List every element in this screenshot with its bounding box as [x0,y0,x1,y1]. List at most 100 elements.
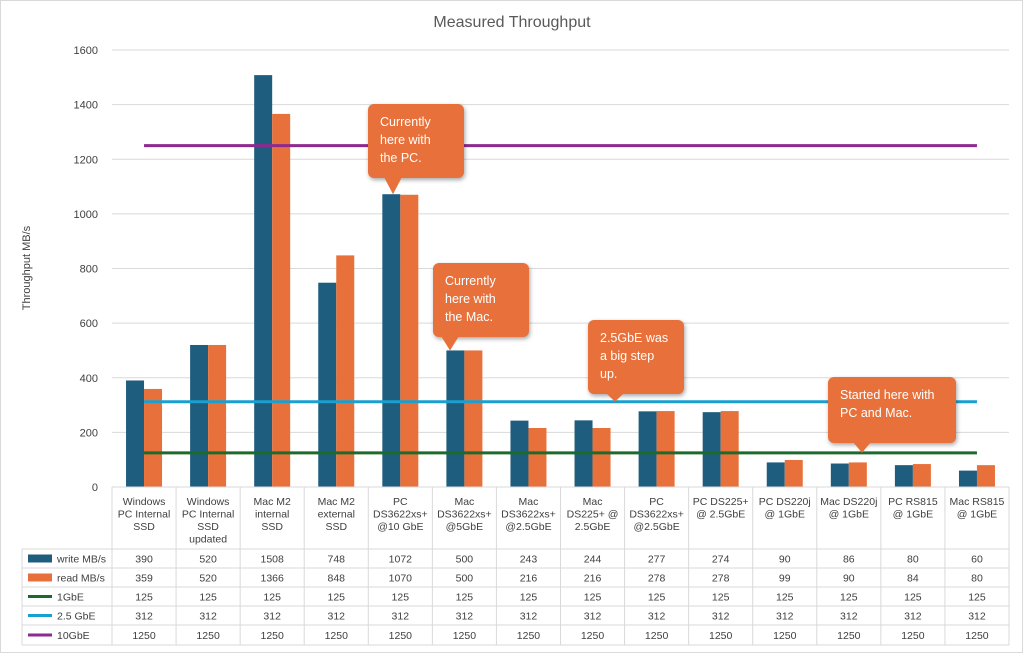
table-value: 312 [520,611,538,623]
bar-write-mb-s [766,462,785,487]
y-tick-label: 800 [80,264,98,276]
callout: Currently here with the Mac. [433,263,529,351]
table-value: 312 [135,611,153,623]
bar-read-mb-s [208,344,227,487]
category-label: @5GbE [446,521,484,533]
bar-write-mb-s [382,194,401,487]
callout-text: Started here with [840,388,935,402]
callout-box [828,377,956,443]
category-label: @ 1GbE [893,509,933,521]
callout: Started here with PC and Mac. [828,377,956,453]
table-value: 312 [776,611,794,623]
callout-text: here with [380,133,431,147]
category-label: PC [649,496,664,508]
category-label: external [318,509,355,521]
table-value: 274 [712,554,730,566]
bar-read-mb-s [144,388,163,487]
table-value: 312 [968,611,986,623]
table-value: 125 [456,592,474,604]
callout-text: here with [445,292,496,306]
bar-read-mb-s [976,465,995,487]
bar-read-mb-s [656,411,675,487]
category-label: @2.5GbE [505,521,551,533]
table-value: 125 [840,592,858,604]
table-value: 1250 [389,630,413,642]
table-value: 125 [392,592,410,604]
category-label: @ 1GbE [829,509,869,521]
category-label: @ 1GbE [765,509,805,521]
table-value: 1250 [965,630,989,642]
bar-write-mb-s [702,412,721,487]
table-value: 312 [712,611,730,623]
bar-write-mb-s [126,380,145,487]
table-value: 312 [456,611,474,623]
bar-read-mb-s [400,194,419,487]
table-value: 125 [199,592,217,604]
table-value: 1070 [389,573,413,585]
callout-text: the Mac. [445,310,493,324]
bar-read-mb-s [784,459,803,487]
table-value: 1250 [196,630,220,642]
category-label: Mac DS220j [820,496,877,508]
table-value: 277 [648,554,666,566]
table-value: 312 [392,611,410,623]
bar-write-mb-s [190,344,209,487]
table-value: 1250 [645,630,669,642]
callout-pointer [853,442,871,453]
table-value: 125 [904,592,922,604]
table-value: 125 [712,592,730,604]
category-label: DS225+ @ [567,509,619,521]
y-tick-label: 1200 [74,154,98,166]
table-value: 86 [843,554,855,566]
bar-read-mb-s [592,428,611,487]
category-label: updated [189,534,227,546]
table-value: 60 [971,554,983,566]
category-label: SSD [133,521,155,533]
table-value: 312 [199,611,217,623]
callout-text: a big step [600,349,654,363]
category-label: Mac RS815 [950,496,1005,508]
legend-label: read MB/s [57,573,105,585]
y-tick-label: 0 [92,482,98,494]
category-label: @ 1GbE [957,509,997,521]
table-value: 500 [456,554,474,566]
category-label: DS3622xs+ [437,509,492,521]
y-tick-label: 200 [80,427,98,439]
callout-box [433,263,529,337]
bar-read-mb-s [528,428,547,487]
table-value: 1072 [389,554,413,566]
callout-text: 2.5GbE was [600,331,668,345]
category-label: DS3622xs+ [373,509,428,521]
table-value: 1250 [517,630,541,642]
callout-pointer [606,393,624,402]
legend-label: 2.5 GbE [57,611,96,623]
table-value: 125 [584,592,602,604]
legend-label: write MB/s [56,554,106,566]
table-value: 80 [971,573,983,585]
category-label: Mac [454,496,474,508]
table-value: 1250 [132,630,156,642]
bar-write-mb-s [958,470,977,487]
category-label: 2.5GbE [575,521,611,533]
table-value: 520 [199,554,217,566]
category-label: PC Internal [182,509,235,521]
y-tick-label: 1000 [74,209,98,221]
table-value: 125 [135,592,153,604]
bar-write-mb-s [830,463,849,487]
table-value: 216 [584,573,602,585]
table-value: 1250 [453,630,477,642]
table-value: 125 [520,592,538,604]
callout-text: up. [600,367,617,381]
category-label: Mac M2 [254,496,292,508]
category-label: PC DS225+ [693,496,749,508]
y-axis-label: Throughput MB/s [21,225,33,310]
callout-pointer [384,177,402,195]
category-label: PC [393,496,408,508]
table-value: 500 [456,573,474,585]
bar-read-mb-s [912,464,931,487]
table-value: 520 [199,573,217,585]
table-value: 359 [135,573,153,585]
legend-key-write-mb-s [28,554,52,563]
bar-read-mb-s [720,411,739,487]
